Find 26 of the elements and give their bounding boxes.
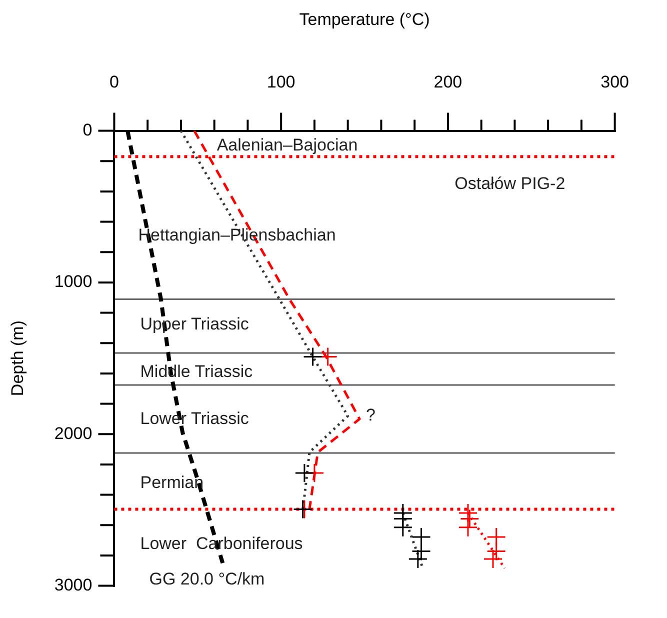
x-tick-label: 300 bbox=[600, 72, 630, 92]
y-axis-title: Depth (m) bbox=[8, 320, 27, 396]
annotation: GG 20.0 °C/km bbox=[149, 570, 265, 589]
point bbox=[483, 549, 503, 569]
x-tick-label: 0 bbox=[109, 72, 119, 92]
annotation: Upper Triassic bbox=[140, 314, 250, 334]
annotation: ? bbox=[366, 405, 376, 424]
annotation: Permian bbox=[140, 473, 204, 492]
point bbox=[408, 549, 428, 569]
point bbox=[486, 541, 506, 561]
point bbox=[393, 518, 413, 538]
x-axis-title: Temperature (°C) bbox=[299, 10, 430, 29]
point bbox=[460, 509, 480, 529]
point bbox=[458, 518, 478, 538]
y-tick-label: 0 bbox=[82, 120, 92, 140]
y-tick-label: 3000 bbox=[54, 575, 92, 594]
annotation: Ostałów PIG-2 bbox=[454, 174, 566, 194]
point bbox=[294, 463, 314, 483]
y-tick-label: 2000 bbox=[54, 424, 92, 443]
point bbox=[303, 347, 323, 367]
x-tick-label: 200 bbox=[434, 72, 462, 92]
annotation: Lower Triassic bbox=[140, 408, 250, 428]
y-tick-label: 1000 bbox=[54, 272, 92, 292]
x-tick-label: 100 bbox=[266, 72, 296, 92]
annotation: Aalenian–Bajocian bbox=[216, 136, 358, 155]
annotation: Hettangian–Pliensbachian bbox=[138, 226, 336, 245]
